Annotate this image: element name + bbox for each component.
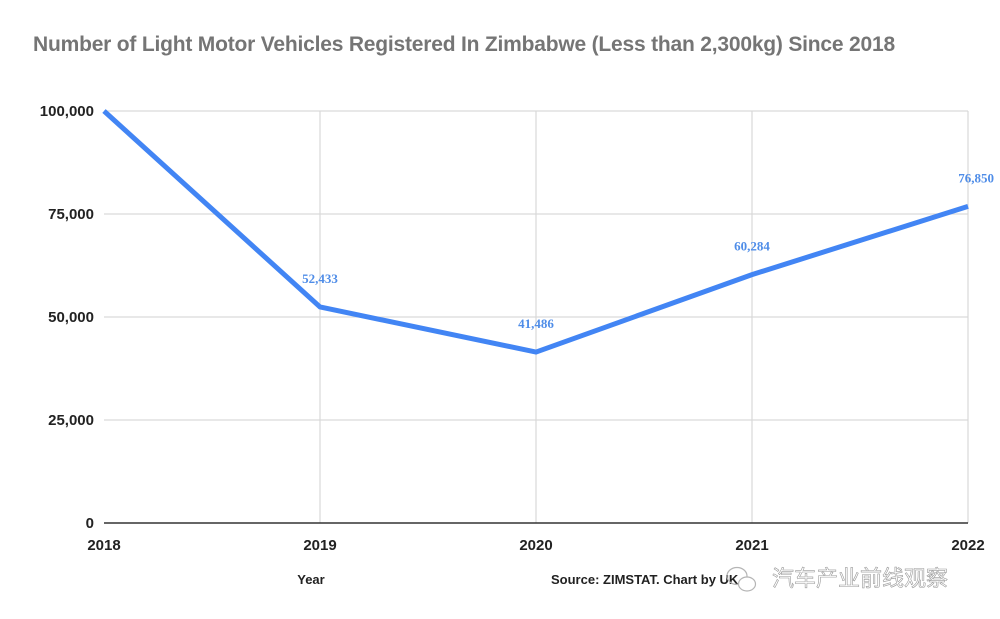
data-label: 52,433: [302, 271, 338, 286]
data-labels: 52,433 41,486 60,284 76,850: [302, 170, 994, 331]
y-tick-label: 0: [86, 515, 94, 532]
y-axis-ticks: 0 25,000 50,000 75,000 100,000: [40, 103, 94, 532]
y-tick-label: 50,000: [48, 309, 94, 326]
x-tick-label: 2021: [735, 537, 768, 554]
data-label: 41,486: [518, 316, 554, 331]
source-note: Source: ZIMSTAT. Chart by UK: [551, 572, 739, 587]
y-tick-label: 100,000: [40, 103, 94, 120]
gridlines: [104, 110, 969, 524]
data-label: 76,850: [958, 170, 994, 185]
x-axis-ticks: 2018 2019 2020 2021 2022: [87, 537, 984, 554]
wechat-icon: [726, 566, 757, 592]
data-label: 60,284: [734, 239, 770, 254]
x-tick-label: 2020: [519, 537, 552, 554]
x-tick-label: 2019: [303, 537, 336, 554]
watermark-text: 汽车产业前线观察: [772, 567, 948, 592]
y-tick-label: 25,000: [48, 412, 94, 429]
series-group: [102, 109, 969, 355]
x-tick-label: 2022: [951, 537, 984, 554]
watermark: 汽车产业前线观察: [726, 566, 948, 592]
y-tick-label: 75,000: [48, 206, 94, 223]
x-tick-label: 2018: [87, 537, 120, 554]
x-axis-title: Year: [297, 572, 324, 587]
chart-title: Number of Light Motor Vehicles Registere…: [33, 33, 895, 56]
